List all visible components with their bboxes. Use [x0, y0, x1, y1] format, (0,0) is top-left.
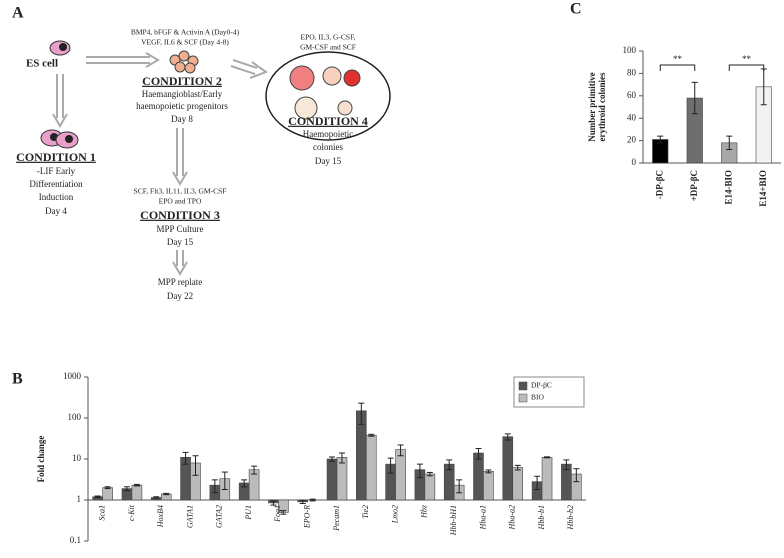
node-label: Differentiation	[29, 179, 83, 189]
x-tick-label: Sca1	[97, 505, 106, 521]
annotation: **	[742, 54, 752, 64]
x-tick-label: -DP-βC	[654, 170, 664, 199]
y-tick-label: 10	[72, 453, 82, 463]
y-tick-label: 20	[627, 135, 637, 145]
x-tick-label: Pecam1	[332, 505, 341, 532]
node-label: Haemopoietic	[303, 129, 353, 139]
y-tick-label: 100	[68, 412, 82, 422]
arrow	[172, 128, 188, 186]
colonies-dish	[265, 51, 391, 141]
legend-label: BIO	[531, 393, 545, 402]
progenitor-cluster	[169, 50, 199, 74]
x-tick-label: Hbb-bH1	[449, 505, 458, 536]
x-tick-label: Hbb-b2	[566, 505, 575, 530]
x-tick-label: Hbz	[420, 504, 429, 519]
bar	[502, 436, 514, 501]
x-tick-label: E14-BIO	[723, 170, 733, 205]
y-tick-label: 60	[627, 90, 637, 100]
node-label: BMP4, bFGF & Activin A (Day0-4)	[131, 28, 240, 37]
arrow	[230, 59, 269, 79]
node-label: MPP Culture	[157, 224, 204, 234]
bar	[395, 449, 406, 501]
node-label: CONDITION 3	[140, 208, 220, 222]
x-tick-label: Tie2	[361, 505, 370, 519]
node-label: Day 4	[45, 206, 67, 216]
node-label: CONDITION 2	[142, 74, 222, 88]
bar	[336, 457, 348, 501]
node-label: Day 15	[315, 156, 342, 166]
node-label: SCF, Flt3, IL11, IL3, GM-CSF	[134, 187, 227, 196]
legend-swatch	[518, 381, 528, 391]
condition1-cells	[40, 129, 79, 149]
node-label: Induction	[39, 192, 74, 202]
panel-a: A ES cell BMP4, bFGF & Activin A (Day0-4…	[12, 5, 391, 301]
bar	[483, 471, 494, 501]
node-label: Day 8	[171, 114, 193, 124]
x-tick-label: EPO-R	[303, 505, 312, 529]
node-label: MPP replate	[158, 277, 202, 287]
significance-bracket	[659, 64, 696, 71]
bar	[512, 467, 524, 501]
y-tick-label: 100	[623, 45, 637, 55]
x-tick-label: GATA1	[185, 505, 194, 528]
arrow	[86, 52, 160, 68]
x-tick-label: E14+BIO	[758, 170, 768, 207]
x-tick-label: Hbb-b1	[537, 505, 546, 530]
annotation: **	[673, 54, 683, 64]
y-tick-label: 80	[627, 67, 637, 77]
legend-swatch	[518, 393, 528, 403]
node-label: CONDITION 1	[16, 150, 96, 164]
panel-label: A	[12, 5, 24, 22]
legend-label: DP-βC	[531, 381, 552, 390]
bar	[131, 484, 143, 501]
bar	[326, 458, 338, 501]
bar	[365, 434, 377, 501]
node-label: Day 15	[167, 237, 194, 247]
x-tick-label: Hba-a2	[508, 505, 517, 530]
x-tick-label: HoxB4	[156, 505, 165, 528]
y-axis-label: erythroid colonies	[597, 72, 607, 142]
y-axis-label: Number primitive	[587, 72, 597, 142]
panel-label: C	[570, 1, 582, 18]
y-tick-label: 1	[77, 494, 82, 504]
x-tick-label: Hba-a1	[478, 505, 487, 530]
node-label: EPO, IL3, G-CSF,	[300, 33, 355, 42]
significance-bracket	[728, 64, 765, 71]
es-cell-icon	[49, 40, 71, 56]
node-label: EPO and TPO	[159, 197, 202, 206]
node-label: haemopoietic progenitors	[136, 101, 228, 111]
node-label: Day 22	[167, 291, 193, 301]
x-tick-label: c-Kit	[127, 504, 136, 521]
node-label: VEGF, IL6 & SCF (Day 4-8)	[141, 38, 229, 47]
arrow	[172, 250, 188, 276]
node-label: ES cell	[26, 58, 58, 70]
y-tick-label: 40	[627, 112, 637, 122]
y-tick-label: 0.1	[70, 535, 81, 545]
bar	[473, 452, 484, 501]
bar	[541, 457, 553, 501]
node-label: colonies	[313, 142, 343, 152]
bar	[424, 473, 436, 501]
x-tick-label: Lmo2	[390, 505, 399, 524]
panel-label: B	[12, 371, 23, 388]
x-tick-label: GATA2	[215, 505, 224, 528]
y-axis-label: Fold change	[36, 436, 46, 483]
x-tick-label: Fog1	[273, 505, 282, 523]
y-tick-label: 1000	[63, 371, 82, 381]
node-label: GM-CSF and SCF	[300, 43, 356, 52]
node-label: Haemangioblast/Early	[142, 89, 223, 99]
arrow	[52, 74, 68, 128]
y-tick-label: 0	[632, 157, 637, 167]
bar	[102, 487, 113, 501]
x-tick-label: +DP-βC	[689, 170, 699, 201]
node-label: CONDITION 4	[288, 114, 368, 128]
node-label: -LIF Early	[37, 166, 76, 176]
x-tick-label: PU1	[244, 505, 253, 521]
